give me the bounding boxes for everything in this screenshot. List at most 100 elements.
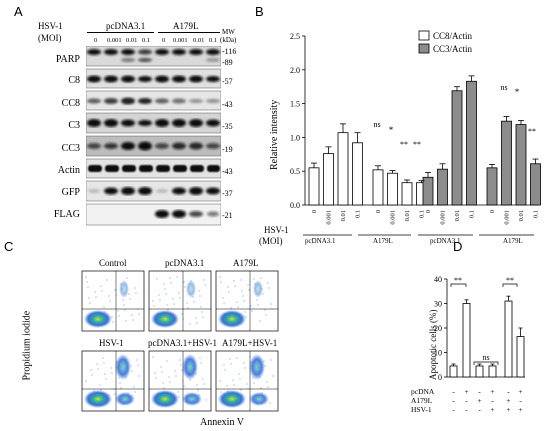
- flow-event-dot: [101, 400, 103, 402]
- flow-event-dot: [225, 318, 227, 320]
- flow-event-dot: [122, 403, 124, 405]
- panel-d-bar: [516, 336, 525, 378]
- mw-cc8: -43: [222, 100, 233, 109]
- panel-b-xtick-label: 0: [375, 210, 382, 213]
- panel-d-row-label: HSV-1: [411, 405, 432, 414]
- flow-event-dot: [239, 322, 241, 324]
- flow-plot-pcdna-hsv: [148, 350, 212, 412]
- flow-event-dot: [227, 390, 229, 392]
- flow-event-dot: [264, 309, 266, 311]
- flow-event-dot: [131, 370, 133, 372]
- flow-event-dot: [91, 318, 93, 320]
- panel-b-xtick-label: 0.001: [504, 210, 511, 225]
- flow-title-pcdna: pcDNA3.1: [165, 258, 205, 268]
- flow-event-dot: [120, 283, 122, 285]
- flow-event-dot: [156, 278, 158, 280]
- flow-event-dot: [270, 303, 272, 305]
- flow-event-dot: [104, 311, 106, 313]
- panel-d-bar: [504, 300, 513, 378]
- panel-a-letter: A: [14, 4, 23, 19]
- flow-event-dot: [86, 281, 88, 283]
- flow-event-dot: [137, 364, 139, 366]
- panel-b-xtick-label: 0.1: [419, 210, 426, 218]
- flow-event-dot: [128, 293, 130, 295]
- flow-event-dot: [192, 296, 194, 298]
- blot-c3: [86, 112, 221, 134]
- panel-d-bar: [488, 365, 497, 378]
- flow-event-dot: [223, 364, 225, 366]
- flow-event-dot: [248, 289, 250, 291]
- flow-event-dot: [262, 293, 264, 295]
- flow-event-dot: [187, 307, 189, 309]
- flow-event-dot: [247, 284, 249, 286]
- flow-event-dot: [223, 302, 225, 304]
- panel-d-ytick-label: 10: [434, 349, 442, 358]
- flow-event-dot: [126, 277, 128, 279]
- flow-event-dot: [198, 290, 200, 292]
- panel-b-ytick-label: 0.5: [290, 167, 300, 176]
- panel-d-row-sign: -: [491, 396, 494, 405]
- panel-d-row-sign: -: [507, 387, 510, 396]
- panel-d-bars: [449, 295, 525, 378]
- flow-event-dot: [235, 400, 237, 402]
- panel-d-ytick-label: 20: [434, 324, 442, 333]
- panel-d-sig-bracket-2: [473, 361, 499, 365]
- flow-event-dot: [203, 383, 205, 385]
- flow-event-dot: [260, 277, 262, 279]
- panel-b-xtick-label: 0: [489, 210, 496, 213]
- panel-d-row-sign: -: [478, 405, 481, 414]
- panel-a-group-2: A179L: [173, 21, 199, 31]
- panel-b-xtick-label: 0.01: [518, 210, 525, 221]
- flow-event-dot: [104, 373, 106, 375]
- flow-event-dot: [163, 283, 165, 285]
- flow-event-dot: [176, 276, 178, 278]
- panel-b-xtick-label: 0: [311, 210, 318, 213]
- flow-event-dot: [226, 323, 228, 325]
- flow-event-dot: [157, 393, 159, 395]
- flow-event-dot: [241, 394, 243, 396]
- flow-event-dot: [138, 313, 140, 315]
- flow-event-dot: [256, 403, 258, 405]
- flow-cluster-late: [249, 354, 265, 380]
- panel-b-xtick-label: 0.01: [404, 210, 411, 221]
- flow-event-dot: [232, 379, 234, 381]
- blot-label-cc8: CC8: [61, 98, 80, 109]
- flow-event-dot: [158, 294, 160, 296]
- flow-event-dot: [241, 290, 243, 292]
- flow-title-a179l-hsv: A179L+HSV-1: [222, 338, 278, 348]
- flow-event-dot: [246, 383, 248, 385]
- flow-event-dot: [97, 312, 99, 314]
- flow-event-dot: [103, 306, 105, 308]
- mw-c8: -57: [222, 77, 233, 86]
- flow-event-dot: [101, 290, 103, 292]
- flow-event-dot: [186, 302, 188, 304]
- flow-event-dot: [252, 377, 254, 379]
- flow-event-dot: [179, 359, 181, 361]
- flow-event-dot: [105, 378, 107, 380]
- flow-event-dot: [132, 319, 134, 321]
- panel-b-annot-4: **: [413, 140, 421, 149]
- flow-event-dot: [175, 375, 177, 377]
- flow-event-dot: [134, 287, 136, 289]
- flow-event-dot: [236, 357, 238, 359]
- flow-event-dot: [102, 357, 104, 359]
- flow-event-dot: [196, 322, 198, 324]
- flow-event-dot: [123, 304, 125, 306]
- panel-d-letter: D: [453, 239, 463, 254]
- flow-title-a179l: A179L: [233, 258, 259, 268]
- flow-event-dot: [108, 399, 110, 401]
- flow-title-control: Control: [99, 258, 127, 268]
- flow-event-dot: [133, 386, 135, 388]
- flow-event-dot: [256, 299, 258, 301]
- flow-event-dot: [168, 376, 170, 378]
- flow-event-dot: [228, 291, 230, 293]
- flow-event-dot: [164, 288, 166, 290]
- flow-event-dot: [166, 304, 168, 306]
- flow-event-dot: [185, 401, 187, 403]
- panel-d-row-sign: -: [465, 396, 468, 405]
- flow-event-dot: [99, 384, 101, 386]
- flow-event-dot: [112, 321, 114, 323]
- mw-actin: -43: [222, 167, 233, 176]
- flow-event-dot: [205, 399, 207, 401]
